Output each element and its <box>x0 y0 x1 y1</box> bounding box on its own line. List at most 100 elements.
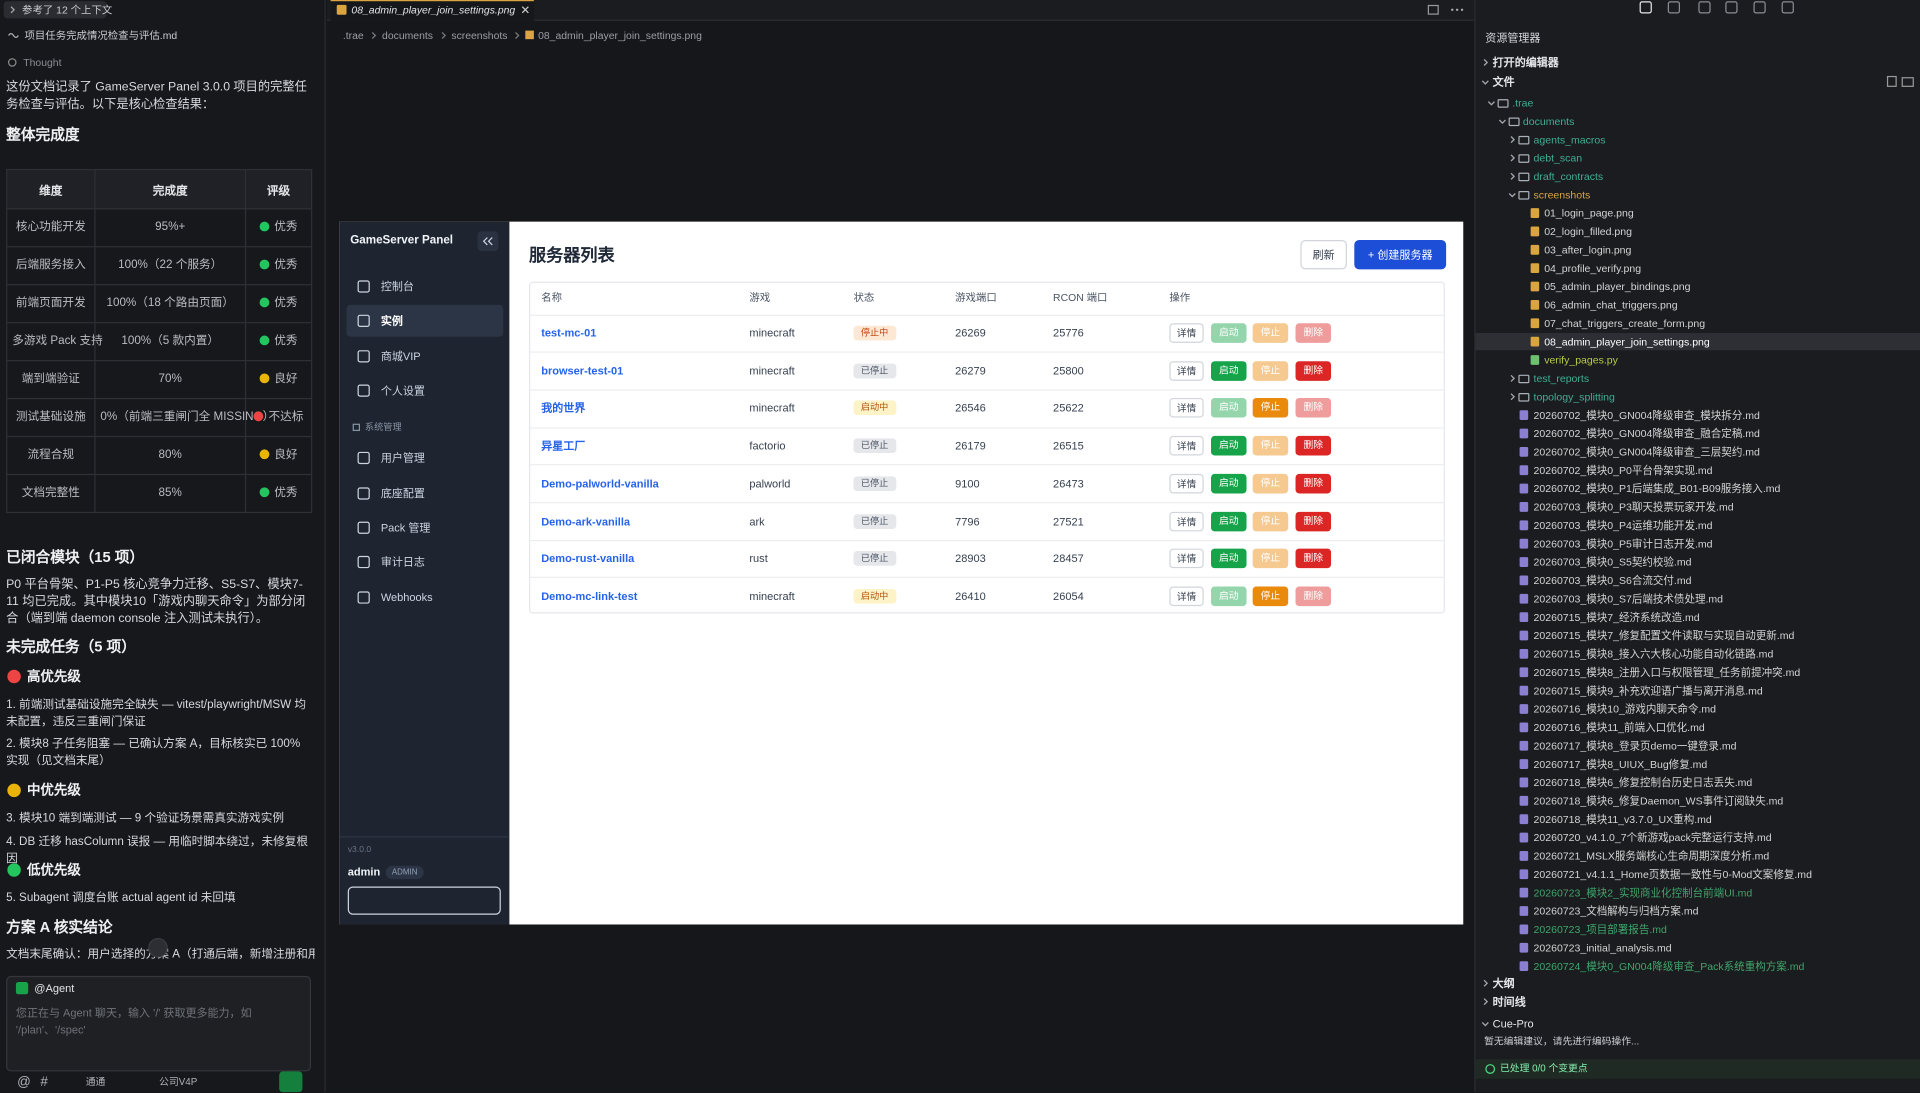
action-button[interactable]: 详情 <box>1169 473 1204 494</box>
tree-item[interactable]: 20260703_模块0_P5审计日志开发.md <box>1533 537 1713 550</box>
tree-item[interactable]: 20260718_模块11_v3.7.0_UX重构.md <box>1533 813 1712 826</box>
toolbar-item[interactable]: @ <box>17 1075 31 1090</box>
tree-item[interactable]: 20260716_模块10_游戏内聊天命令.md <box>1533 702 1717 716</box>
server-name[interactable]: Demo-ark-vanilla <box>541 514 631 528</box>
tree-item[interactable]: verify_pages.py <box>1544 353 1618 367</box>
action-button[interactable]: 详情 <box>1169 360 1204 381</box>
editor-tab[interactable] <box>330 0 534 21</box>
explorer-section[interactable]: Cue-Pro <box>1492 1017 1534 1030</box>
new-file-icon[interactable] <box>1886 75 1897 87</box>
tree-item[interactable]: 07_chat_triggers_create_form.png <box>1544 317 1706 330</box>
action-button[interactable]: 详情 <box>1169 436 1204 456</box>
activity-icon[interactable] <box>1781 1 1794 14</box>
tree-item[interactable]: 06_admin_chat_triggers.png <box>1544 298 1678 312</box>
tree-item[interactable]: 20260717_模块8_登录页demo一键登录.md <box>1533 739 1737 752</box>
more-icon[interactable] <box>1450 5 1465 15</box>
action-button[interactable]: 启动 <box>1211 473 1247 494</box>
tree-item[interactable]: 02_login_filled.png <box>1544 225 1632 238</box>
action-button[interactable]: 停止 <box>1252 398 1289 419</box>
action-button[interactable]: 停止 <box>1252 586 1289 606</box>
tab-label[interactable]: 08_admin_player_join_settings.png <box>351 3 516 16</box>
tree-item[interactable]: 20260715_模块7_修复配置文件读取与实现自动更新.md <box>1533 629 1795 642</box>
new-folder-icon[interactable] <box>1901 77 1914 87</box>
server-name[interactable]: 异星工厂 <box>541 439 586 452</box>
tree-item[interactable]: 20260721_MSLX服务端核心生命周期深度分析.md <box>1533 849 1770 863</box>
activity-icon[interactable] <box>1667 1 1681 14</box>
tree-item[interactable]: 20260723_模块2_实现商业化控制台前端UI.md <box>1533 886 1753 899</box>
breadcrumb-item[interactable]: screenshots <box>451 29 508 42</box>
activity-icon[interactable] <box>1698 1 1711 14</box>
tree-item[interactable]: 20260703_模块0_P4运维功能开发.md <box>1533 519 1713 532</box>
tree-item[interactable]: test_reports <box>1533 372 1590 385</box>
tree-item[interactable]: .trae <box>1512 96 1534 109</box>
action-button[interactable]: 删除 <box>1295 436 1332 456</box>
tree-item[interactable]: 20260715_模块7_经济系统改造.md <box>1533 611 1700 624</box>
create-button[interactable]: + 创建服务器 <box>1354 240 1447 270</box>
tree-item[interactable]: 20260723_项目部署报告.md <box>1533 923 1667 936</box>
server-name[interactable]: Demo-mc-link-test <box>541 590 638 603</box>
refresh-button[interactable]: 刷新 <box>1300 240 1347 270</box>
tree-item[interactable]: 20260723_initial_analysis.md <box>1533 941 1672 954</box>
action-button[interactable]: 启动 <box>1211 436 1247 456</box>
action-button[interactable]: 详情 <box>1169 586 1204 606</box>
action-button[interactable]: 删除 <box>1295 511 1332 531</box>
server-name[interactable]: Demo-palworld-vanilla <box>541 477 659 490</box>
nav-item[interactable]: Pack 管理 <box>380 521 431 534</box>
tree-item[interactable]: screenshots <box>1533 188 1591 201</box>
server-name[interactable]: test-mc-01 <box>541 326 597 340</box>
scroll-down-button[interactable] <box>148 937 168 958</box>
chat-input[interactable] <box>6 975 312 1072</box>
tree-item[interactable]: 20260703_模块0_S7后端技术债处理.md <box>1533 592 1724 605</box>
nav-item[interactable]: 商城VIP <box>380 350 421 363</box>
nav-item[interactable]: 实例 <box>380 314 403 327</box>
tree-item[interactable]: 20260715_模块8_注册入口与权限管理_任务前提冲突.md <box>1533 666 1801 679</box>
action-button[interactable]: 详情 <box>1169 398 1204 419</box>
explorer-section[interactable]: 大纲 <box>1492 977 1515 990</box>
tree-item[interactable]: 20260703_模块0_P3聊天投票玩家开发.md <box>1533 500 1734 514</box>
tree-item[interactable]: 20260724_模块0_GN004降级审查_Pack系统重构方案.md <box>1533 960 1805 973</box>
action-button[interactable]: 详情 <box>1169 548 1204 569</box>
nav-item[interactable]: 底座配置 <box>380 487 425 500</box>
tree-item[interactable]: debt_scan <box>1533 151 1583 165</box>
activity-icon[interactable] <box>1639 1 1652 14</box>
activity-icon[interactable] <box>1725 1 1738 14</box>
action-button[interactable]: 启动 <box>1211 511 1247 531</box>
tree-item[interactable]: 20260702_模块0_GN004降级审查_模块拆分.md <box>1533 408 1760 422</box>
send-button[interactable] <box>279 1071 303 1093</box>
tree-item[interactable]: 20260718_模块6_修复控制台历史日志丢失.md <box>1533 776 1753 789</box>
action-button[interactable]: 启动 <box>1211 548 1247 569</box>
tree-item[interactable]: 20260723_文档解构与归档方案.md <box>1533 904 1699 918</box>
toolbar-item[interactable]: # <box>40 1075 48 1090</box>
tree-item[interactable]: agents_macros <box>1533 133 1606 146</box>
breadcrumb-item[interactable]: documents <box>382 29 433 42</box>
explorer-section[interactable]: 时间线 <box>1492 995 1526 1008</box>
tree-item[interactable]: 20260715_模块8_接入六大核心功能自动化链路.md <box>1533 647 1774 661</box>
tree-item[interactable]: 20260720_v4.1.0_7个新游戏pack完整运行支持.md <box>1533 831 1772 844</box>
action-button[interactable]: 详情 <box>1169 511 1204 531</box>
breadcrumb-item[interactable]: 08_admin_player_join_settings.png <box>538 29 702 42</box>
tree-item[interactable]: 01_login_page.png <box>1544 206 1634 220</box>
action-button[interactable]: 启动 <box>1211 360 1247 381</box>
activity-icon[interactable] <box>1753 1 1766 14</box>
tree-item[interactable]: 20260702_模块0_P1后端集成_B01-B09服务接入.md <box>1533 482 1781 495</box>
tree-item[interactable]: 04_profile_verify.png <box>1544 262 1642 275</box>
nav-item[interactable]: Webhooks <box>380 591 433 604</box>
action-button[interactable]: 删除 <box>1295 360 1332 381</box>
nav-item[interactable]: 审计日志 <box>380 555 425 569</box>
tree-item[interactable]: draft_contracts <box>1533 170 1604 183</box>
server-name[interactable]: Demo-rust-vanilla <box>541 552 635 565</box>
tree-item[interactable]: 03_after_login.png <box>1544 243 1632 256</box>
nav-item[interactable]: 控制台 <box>380 280 414 293</box>
tree-item[interactable]: 05_admin_player_bindings.png <box>1544 280 1691 293</box>
server-name[interactable]: browser-test-01 <box>541 364 624 377</box>
action-button[interactable]: 详情 <box>1169 323 1204 343</box>
nav-item[interactable]: 个人设置 <box>380 384 425 397</box>
action-button[interactable]: 删除 <box>1295 548 1332 569</box>
tree-item[interactable]: documents <box>1522 115 1575 128</box>
toolbar-item[interactable]: 通通 <box>85 1076 106 1088</box>
tab-close-icon[interactable] <box>520 5 530 15</box>
tree-item[interactable]: 20260716_模块11_前端入口优化.md <box>1533 721 1705 734</box>
tree-item[interactable]: topology_splitting <box>1533 390 1615 403</box>
tree-item[interactable]: 20260721_v4.1.1_Home页数据一致性与0-Mod文案修复.md <box>1533 868 1812 881</box>
tree-item[interactable]: 20260702_模块0_P0平台骨架实现.md <box>1533 464 1713 477</box>
